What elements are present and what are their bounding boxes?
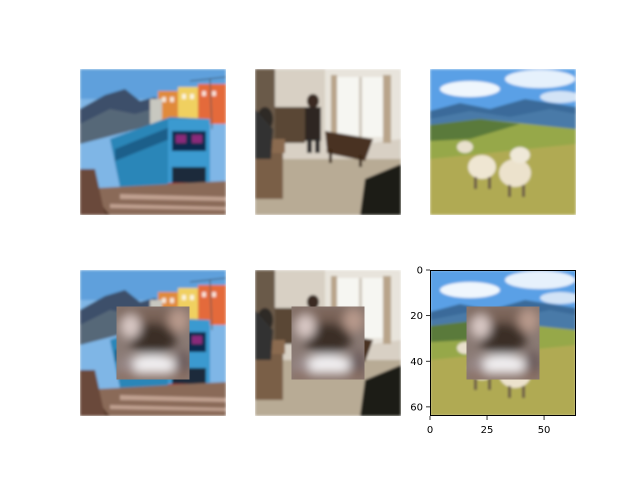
y-tick-label: 20 xyxy=(410,311,423,322)
y-tick-label: 0 xyxy=(417,266,423,277)
x-tick-label: 0 xyxy=(427,425,433,436)
y-tick-label: 60 xyxy=(410,402,423,413)
x-tick-label: 50 xyxy=(538,425,551,436)
x-tick-label: 25 xyxy=(481,425,494,436)
y-tick-label: 40 xyxy=(410,357,423,368)
